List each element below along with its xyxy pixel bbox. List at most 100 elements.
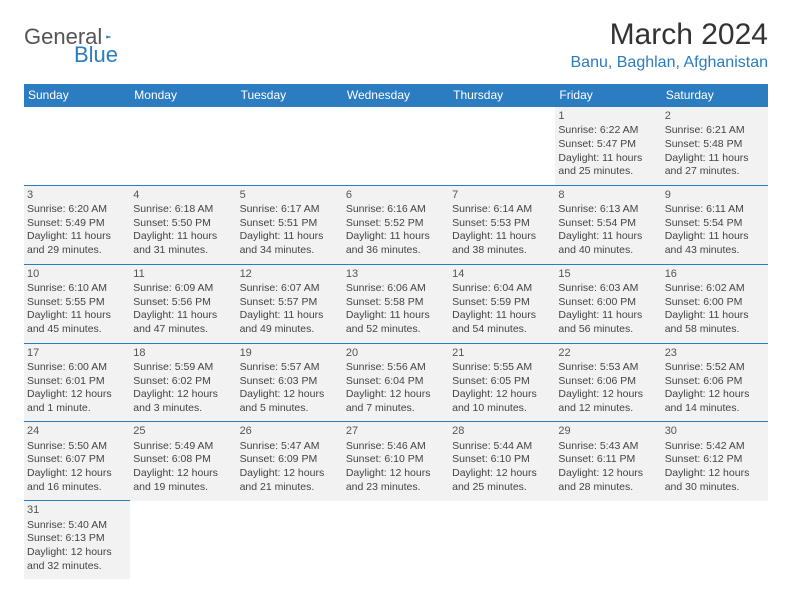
day-number: 21 xyxy=(452,346,552,360)
daylight-line-2: and 58 minutes. xyxy=(665,323,765,337)
calendar-cell xyxy=(449,107,555,186)
daylight-line-2: and 21 minutes. xyxy=(240,481,340,495)
calendar-cell xyxy=(662,501,768,579)
sunrise-line: Sunrise: 6:22 AM xyxy=(558,124,658,138)
sunrise-line: Sunrise: 6:21 AM xyxy=(665,124,765,138)
calendar-cell xyxy=(343,501,449,579)
calendar-table: Sunday Monday Tuesday Wednesday Thursday… xyxy=(24,84,768,579)
location: Banu, Baghlan, Afghanistan xyxy=(571,54,769,72)
daylight-line-2: and 28 minutes. xyxy=(558,481,658,495)
daylight-line-1: Daylight: 11 hours xyxy=(240,230,340,244)
daylight-line-1: Daylight: 11 hours xyxy=(665,230,765,244)
day-number: 10 xyxy=(27,267,127,281)
daylight-line-2: and 47 minutes. xyxy=(133,323,233,337)
sunrise-line: Sunrise: 6:18 AM xyxy=(133,203,233,217)
daylight-line-1: Daylight: 11 hours xyxy=(665,152,765,166)
sunrise-line: Sunrise: 5:43 AM xyxy=(558,440,658,454)
calendar-cell: 25Sunrise: 5:49 AMSunset: 6:08 PMDayligh… xyxy=(130,422,236,501)
calendar-cell xyxy=(237,107,343,186)
sunrise-line: Sunrise: 6:11 AM xyxy=(665,203,765,217)
daylight-line-1: Daylight: 12 hours xyxy=(27,388,127,402)
day-number: 8 xyxy=(558,188,658,202)
daylight-line-1: Daylight: 12 hours xyxy=(452,388,552,402)
day-number: 13 xyxy=(346,267,446,281)
sunset-line: Sunset: 5:49 PM xyxy=(27,217,127,231)
calendar-cell xyxy=(130,107,236,186)
day-number: 15 xyxy=(558,267,658,281)
sunset-line: Sunset: 6:12 PM xyxy=(665,453,765,467)
sunset-line: Sunset: 5:48 PM xyxy=(665,138,765,152)
daylight-line-2: and 36 minutes. xyxy=(346,244,446,258)
sunset-line: Sunset: 6:00 PM xyxy=(558,296,658,310)
weekday-header: Thursday xyxy=(449,84,555,107)
day-number: 28 xyxy=(452,424,552,438)
sunset-line: Sunset: 6:09 PM xyxy=(240,453,340,467)
daylight-line-2: and 16 minutes. xyxy=(27,481,127,495)
calendar-row: 31Sunrise: 5:40 AMSunset: 6:13 PMDayligh… xyxy=(24,501,768,579)
sunrise-line: Sunrise: 5:47 AM xyxy=(240,440,340,454)
calendar-cell: 8Sunrise: 6:13 AMSunset: 5:54 PMDaylight… xyxy=(555,185,661,264)
calendar-cell: 10Sunrise: 6:10 AMSunset: 5:55 PMDayligh… xyxy=(24,264,130,343)
weekday-header: Monday xyxy=(130,84,236,107)
weekday-header: Tuesday xyxy=(237,84,343,107)
calendar-row: 10Sunrise: 6:10 AMSunset: 5:55 PMDayligh… xyxy=(24,264,768,343)
logo: General Blue xyxy=(24,18,134,50)
sunrise-line: Sunrise: 6:03 AM xyxy=(558,282,658,296)
sunrise-line: Sunrise: 6:10 AM xyxy=(27,282,127,296)
daylight-line-2: and 25 minutes. xyxy=(452,481,552,495)
calendar-cell: 15Sunrise: 6:03 AMSunset: 6:00 PMDayligh… xyxy=(555,264,661,343)
sunset-line: Sunset: 6:06 PM xyxy=(558,375,658,389)
calendar-cell: 2Sunrise: 6:21 AMSunset: 5:48 PMDaylight… xyxy=(662,107,768,186)
sunset-line: Sunset: 6:03 PM xyxy=(240,375,340,389)
daylight-line-1: Daylight: 12 hours xyxy=(240,467,340,481)
sunset-line: Sunset: 5:56 PM xyxy=(133,296,233,310)
sunrise-line: Sunrise: 6:20 AM xyxy=(27,203,127,217)
daylight-line-1: Daylight: 11 hours xyxy=(558,309,658,323)
sunset-line: Sunset: 5:58 PM xyxy=(346,296,446,310)
day-number: 3 xyxy=(27,188,127,202)
sunrise-line: Sunrise: 6:17 AM xyxy=(240,203,340,217)
sunrise-line: Sunrise: 6:14 AM xyxy=(452,203,552,217)
sunset-line: Sunset: 6:04 PM xyxy=(346,375,446,389)
month-title: March 2024 xyxy=(571,18,769,52)
calendar-cell: 20Sunrise: 5:56 AMSunset: 6:04 PMDayligh… xyxy=(343,343,449,422)
sunset-line: Sunset: 5:47 PM xyxy=(558,138,658,152)
calendar-cell xyxy=(555,501,661,579)
calendar-cell: 19Sunrise: 5:57 AMSunset: 6:03 PMDayligh… xyxy=(237,343,343,422)
daylight-line-1: Daylight: 11 hours xyxy=(346,309,446,323)
sunset-line: Sunset: 5:51 PM xyxy=(240,217,340,231)
calendar-cell: 30Sunrise: 5:42 AMSunset: 6:12 PMDayligh… xyxy=(662,422,768,501)
sunrise-line: Sunrise: 5:55 AM xyxy=(452,361,552,375)
sunset-line: Sunset: 5:52 PM xyxy=(346,217,446,231)
sunset-line: Sunset: 6:07 PM xyxy=(27,453,127,467)
day-number: 16 xyxy=(665,267,765,281)
daylight-line-1: Daylight: 11 hours xyxy=(27,309,127,323)
daylight-line-1: Daylight: 12 hours xyxy=(452,467,552,481)
sunrise-line: Sunrise: 5:56 AM xyxy=(346,361,446,375)
sunrise-line: Sunrise: 5:49 AM xyxy=(133,440,233,454)
day-number: 20 xyxy=(346,346,446,360)
daylight-line-2: and 49 minutes. xyxy=(240,323,340,337)
sunset-line: Sunset: 5:54 PM xyxy=(558,217,658,231)
sunset-line: Sunset: 6:08 PM xyxy=(133,453,233,467)
daylight-line-2: and 52 minutes. xyxy=(346,323,446,337)
weekday-header-row: Sunday Monday Tuesday Wednesday Thursday… xyxy=(24,84,768,107)
day-number: 7 xyxy=(452,188,552,202)
sunrise-line: Sunrise: 6:00 AM xyxy=(27,361,127,375)
day-number: 4 xyxy=(133,188,233,202)
day-number: 11 xyxy=(133,267,233,281)
daylight-line-2: and 7 minutes. xyxy=(346,402,446,416)
daylight-line-1: Daylight: 11 hours xyxy=(558,152,658,166)
day-number: 9 xyxy=(665,188,765,202)
daylight-line-2: and 12 minutes. xyxy=(558,402,658,416)
calendar-cell xyxy=(237,501,343,579)
sunrise-line: Sunrise: 5:59 AM xyxy=(133,361,233,375)
daylight-line-2: and 5 minutes. xyxy=(240,402,340,416)
daylight-line-2: and 54 minutes. xyxy=(452,323,552,337)
calendar-cell: 5Sunrise: 6:17 AMSunset: 5:51 PMDaylight… xyxy=(237,185,343,264)
daylight-line-1: Daylight: 12 hours xyxy=(346,388,446,402)
daylight-line-1: Daylight: 11 hours xyxy=(665,309,765,323)
daylight-line-2: and 29 minutes. xyxy=(27,244,127,258)
day-number: 31 xyxy=(27,503,127,517)
sunrise-line: Sunrise: 5:53 AM xyxy=(558,361,658,375)
